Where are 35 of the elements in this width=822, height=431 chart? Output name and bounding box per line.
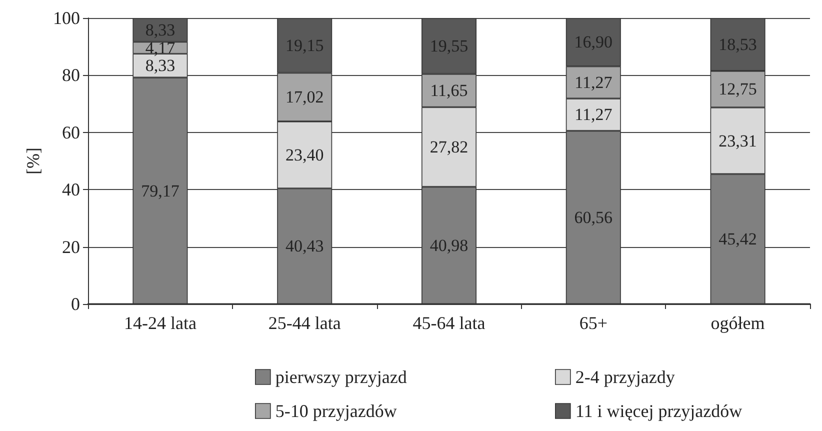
legend-label: 11 i więcej przyjazdów: [575, 401, 742, 421]
x-tick-label: ogółem: [710, 313, 765, 333]
y-tick-label: 60: [62, 122, 80, 142]
x-tick-label: 14-24 lata: [124, 313, 196, 333]
y-tick-label: 0: [71, 294, 80, 314]
y-tick-label: 100: [53, 8, 80, 28]
data-label: 19,15: [285, 36, 324, 55]
data-label: 8,33: [145, 56, 176, 76]
y-tick-label: 80: [62, 65, 80, 86]
y-tick-label: 40: [62, 180, 80, 200]
data-label: 11,27: [574, 105, 613, 124]
data-label: 12,75: [718, 80, 757, 99]
data-label: 19,55: [430, 36, 468, 56]
legend-label: 2-4 przyjazdy: [575, 367, 675, 387]
y-axis-title: [%]: [23, 148, 44, 174]
y-tick-label: 20: [62, 236, 80, 257]
data-label: 27,82: [430, 138, 468, 157]
x-tick-label: 25-44 lata: [268, 313, 341, 333]
x-tick-label: 65+: [579, 313, 608, 333]
data-label: 8,33: [145, 20, 176, 40]
data-label: 4,17: [145, 38, 176, 58]
data-label: 60,56: [574, 208, 613, 227]
data-label: 40,43: [285, 236, 324, 256]
data-label: 16,90: [574, 32, 613, 52]
data-label: 23,40: [285, 145, 324, 164]
data-label: 11,27: [574, 72, 613, 92]
data-label: 40,98: [430, 236, 468, 255]
x-tick-label: 45-64 lata: [412, 313, 486, 333]
data-label: 23,31: [718, 131, 757, 150]
data-label: 11,65: [430, 81, 468, 100]
data-label: 17,02: [285, 88, 324, 107]
data-label: 45,42: [718, 230, 757, 249]
data-label: 79,17: [141, 181, 180, 200]
legend-label: 5-10 przyjazdów: [275, 401, 397, 421]
legend-label: pierwszy przyjazd: [275, 367, 407, 387]
